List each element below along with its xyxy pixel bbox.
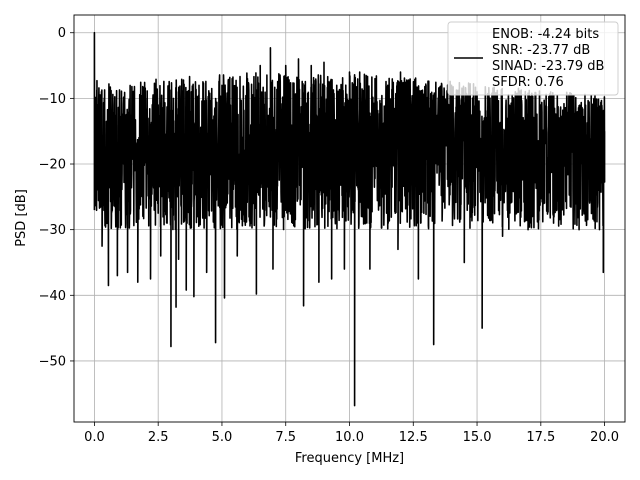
series-group xyxy=(93,31,606,407)
y-tick-label: −50 xyxy=(39,354,66,369)
x-axis: 0.0 2.5 5.0 7.5 10.0 12.5 15.0 17.5 20.0 xyxy=(84,422,619,445)
y-axis-label: PSD [dB] xyxy=(14,189,29,247)
y-tick-label: −10 xyxy=(39,92,66,107)
x-tick-label: 15.0 xyxy=(463,430,492,445)
x-tick-label: 20.0 xyxy=(590,430,619,445)
psd-series-line xyxy=(93,31,606,407)
y-tick-label: 0 xyxy=(58,26,66,41)
x-tick-label: 7.5 xyxy=(275,430,296,445)
legend-box xyxy=(447,21,619,96)
x-tick-label: 2.5 xyxy=(148,430,169,445)
y-tick-label: −40 xyxy=(39,289,66,304)
legend-enob: ENOB: -4.24 bits xyxy=(492,27,599,42)
legend: ENOB: -4.24 bits SNR: -23.77 dB SINAD: -… xyxy=(447,21,619,96)
y-tick-label: −20 xyxy=(39,158,66,173)
x-tick-label: 5.0 xyxy=(212,430,233,445)
y-axis: 0 −10 −20 −30 −40 −50 xyxy=(39,26,74,369)
y-tick-label: −30 xyxy=(39,223,66,238)
x-tick-label: 12.5 xyxy=(399,430,428,445)
legend-snr: SNR: -23.77 dB xyxy=(492,43,590,58)
x-tick-label: 10.0 xyxy=(335,430,364,445)
legend-sfdr: SFDR: 0.76 xyxy=(492,75,564,90)
legend-sinad: SINAD: -23.79 dB xyxy=(492,59,604,74)
x-tick-label: 0.0 xyxy=(84,430,105,445)
x-axis-label: Frequency [MHz] xyxy=(295,451,404,466)
x-tick-label: 17.5 xyxy=(526,430,555,445)
